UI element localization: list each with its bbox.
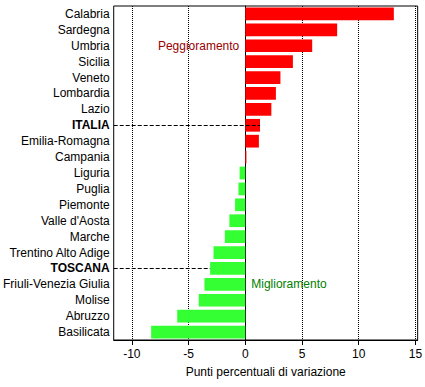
- svg-text:Lazio: Lazio: [81, 102, 110, 116]
- svg-text:Emilia-Romagna: Emilia-Romagna: [21, 134, 110, 148]
- svg-text:Abruzzo: Abruzzo: [66, 309, 110, 323]
- svg-text:-5: -5: [183, 347, 194, 361]
- svg-text:Sicilia: Sicilia: [78, 55, 110, 69]
- svg-text:Campania: Campania: [55, 150, 110, 164]
- svg-text:Valle d'Aosta: Valle d'Aosta: [41, 214, 110, 228]
- svg-text:Lombardia: Lombardia: [53, 86, 110, 100]
- svg-text:Piemonte: Piemonte: [59, 198, 110, 212]
- svg-text:Miglioramento: Miglioramento: [251, 277, 327, 291]
- svg-text:15: 15: [409, 347, 423, 361]
- svg-text:10: 10: [352, 347, 366, 361]
- svg-text:Molise: Molise: [75, 293, 110, 307]
- svg-text:0: 0: [242, 347, 249, 361]
- svg-text:Punti percentuali di variazion: Punti percentuali di variazione: [186, 365, 346, 379]
- svg-text:Basilicata: Basilicata: [58, 325, 110, 339]
- svg-text:-10: -10: [123, 347, 141, 361]
- svg-text:Peggioramento: Peggioramento: [158, 39, 240, 53]
- svg-text:Puglia: Puglia: [76, 182, 110, 196]
- svg-text:Friuli-Venezia Giulia: Friuli-Venezia Giulia: [3, 277, 110, 291]
- svg-text:5: 5: [299, 347, 306, 361]
- svg-text:Marche: Marche: [70, 230, 110, 244]
- svg-text:Umbria: Umbria: [71, 39, 110, 53]
- svg-text:Calabria: Calabria: [65, 7, 110, 21]
- svg-text:Sardegna: Sardegna: [58, 23, 110, 37]
- svg-text:Trentino Alto Adige: Trentino Alto Adige: [9, 246, 110, 260]
- svg-text:ITALIA: ITALIA: [72, 118, 110, 132]
- svg-text:TOSCANA: TOSCANA: [51, 261, 110, 275]
- svg-text:Veneto: Veneto: [72, 71, 110, 85]
- svg-text:Liguria: Liguria: [74, 166, 110, 180]
